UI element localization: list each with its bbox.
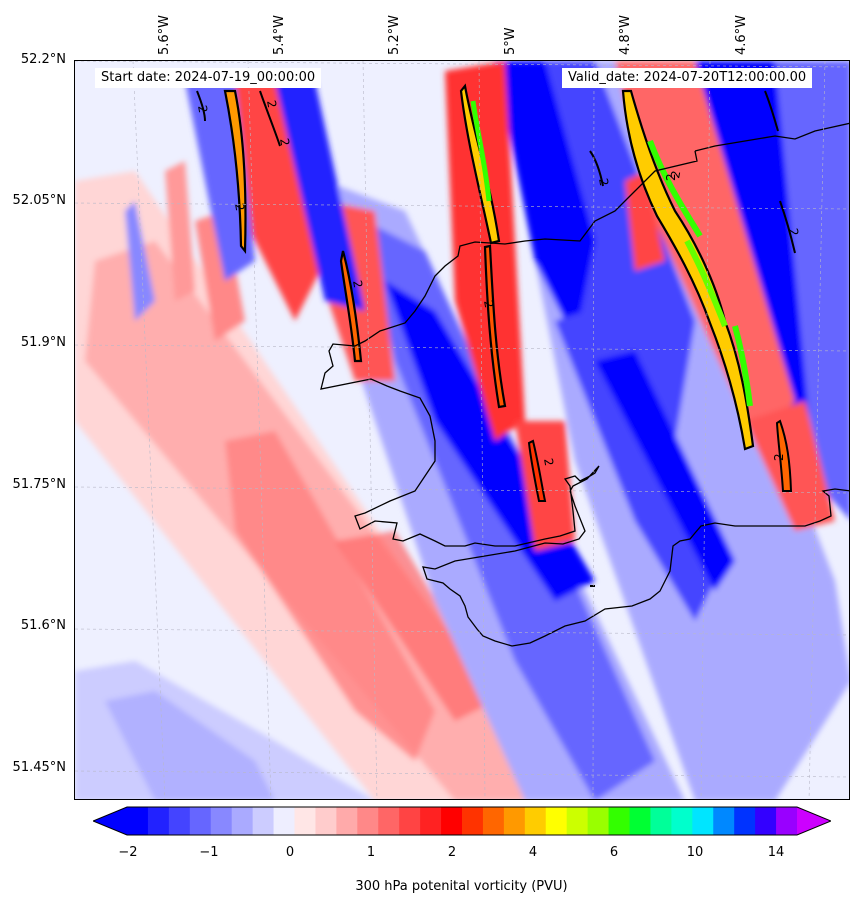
contour-label: 2 <box>195 104 210 114</box>
colorbar-swatch <box>755 807 777 835</box>
pv-field-map: 2 2 2 2 2 2 2 2 2 2 2 2 <box>75 61 849 799</box>
contour-label: 2 <box>772 453 786 461</box>
colorbar-tick: 14 <box>767 845 785 860</box>
colorbar-swatch <box>378 807 400 835</box>
lon-label-5-4w: 5.4°W <box>272 14 287 55</box>
colorbar-swatch <box>650 807 672 835</box>
lat-label-52-05n: 52.05°N <box>12 193 66 208</box>
colorbar-tick: −1 <box>199 845 219 860</box>
colorbar-swatch <box>734 807 756 835</box>
coastline <box>320 122 849 647</box>
lat-label-51-75n: 51.75°N <box>12 477 66 492</box>
colorbar-swatch <box>273 807 295 835</box>
colorbar-swatch <box>127 807 149 835</box>
colorbar-swatch <box>147 807 170 835</box>
colorbar-swatch <box>294 807 316 835</box>
lat-label-52-2n: 52.2°N <box>20 52 66 67</box>
contour-label: 2 <box>541 457 556 467</box>
contour-label: 2 <box>786 227 801 237</box>
contour-label: 2 <box>664 173 678 181</box>
colorbar-swatch <box>629 807 651 835</box>
lon-label-4-6w: 4.6°W <box>734 14 749 55</box>
contour-label: 2 <box>481 299 496 309</box>
colorbar-swatch <box>776 807 798 835</box>
colorbar-outline <box>93 806 831 836</box>
colorbar-swatch <box>210 807 233 835</box>
colorbar-swatch <box>189 807 212 835</box>
start-date-label: Start date: 2024-07-19_00:00:00 <box>95 68 322 88</box>
lon-label-5w: 5°W <box>503 27 518 55</box>
colorbar-swatch <box>441 807 463 835</box>
valid-date-label: Valid_date: 2024-07-20T12:00:00.00 <box>562 68 813 88</box>
lon-label-5-2w: 5.2°W <box>387 14 402 55</box>
lat-label-51-6n: 51.6°N <box>20 618 66 633</box>
contour-labels: 2 2 2 2 2 2 2 2 2 2 2 2 <box>195 99 801 467</box>
lon-label-5-6w: 5.6°W <box>157 14 172 55</box>
colorbar-swatch <box>231 807 254 835</box>
pv-anomaly-bands <box>75 61 849 799</box>
colorbar-tick: 6 <box>609 845 619 860</box>
colorbar-extend-low <box>93 807 127 835</box>
colorbar-swatch <box>336 807 358 835</box>
contour-label: 2 <box>277 137 292 147</box>
colorbar-swatch <box>587 807 610 835</box>
colorbar-title: 300 hPa potenital vorticity (PVU) <box>355 879 568 894</box>
colorbar-tick: 1 <box>366 845 376 860</box>
colorbar-extend-high <box>797 807 831 835</box>
colorbar-tick: −2 <box>118 845 138 860</box>
colorbar-swatch <box>252 807 275 835</box>
colorbar-swatch <box>399 807 421 835</box>
colorbar-swatch <box>168 807 191 835</box>
colorbar-swatch <box>357 807 379 835</box>
colorbar-tick: 0 <box>285 845 295 860</box>
colorbar-tick: 4 <box>528 845 538 860</box>
colorbar-swatch <box>671 807 693 835</box>
colorbar-swatch <box>713 807 735 835</box>
colorbar-swatch <box>462 807 484 835</box>
lon-label-4-8w: 4.8°W <box>618 14 633 55</box>
colorbar-tick: 2 <box>447 845 457 860</box>
contour-label: 2 <box>232 202 247 212</box>
colorbar-swatch <box>608 807 630 835</box>
colorbar-tick: 10 <box>686 845 704 860</box>
colorbar <box>93 806 831 836</box>
contour-label: 2 <box>350 279 365 289</box>
map-plot-area: 2 2 2 2 2 2 2 2 2 2 2 2 <box>74 60 850 800</box>
colorbar-swatch <box>692 807 714 835</box>
colorbar-swatch <box>545 807 568 835</box>
colorbar-swatch <box>315 807 337 835</box>
colorbar-swatch <box>566 807 589 835</box>
contour-label: 2 <box>596 177 611 187</box>
lat-label-51-45n: 51.45°N <box>12 760 66 775</box>
colorbar-swatch <box>420 807 442 835</box>
colorbar-swatch <box>524 807 547 835</box>
colorbar-swatch <box>482 807 505 835</box>
contour-label: 2 <box>264 99 279 109</box>
lat-label-51-9n: 51.9°N <box>20 335 66 350</box>
contour-label: 2 <box>668 170 683 180</box>
colorbar-swatch <box>503 807 526 835</box>
